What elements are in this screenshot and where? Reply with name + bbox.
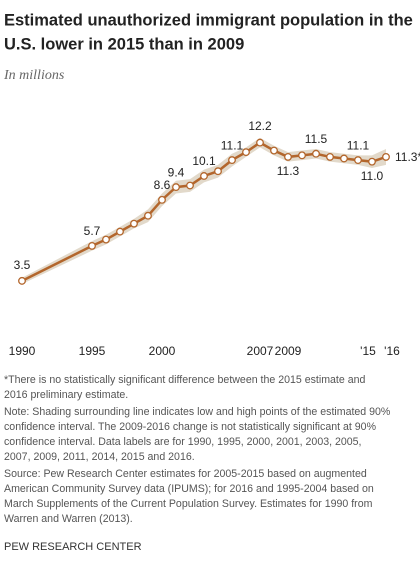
note: 2007, 2009, 2011, 2014, 2015 and 2016. bbox=[4, 451, 195, 463]
credit: PEW RESEARCH CENTER bbox=[4, 541, 142, 553]
point bbox=[130, 219, 138, 228]
data-label: 11.1 bbox=[221, 138, 244, 152]
point bbox=[242, 148, 250, 157]
point bbox=[88, 241, 96, 250]
point bbox=[158, 195, 166, 204]
note: *There is no statistically significant d… bbox=[4, 374, 365, 386]
point bbox=[354, 156, 362, 165]
point bbox=[116, 227, 124, 236]
point bbox=[368, 157, 376, 166]
point bbox=[186, 181, 194, 190]
chart-title: U.S. lower in 2015 than in 2009 bbox=[4, 35, 244, 53]
x-tick-label: 2009 bbox=[275, 344, 302, 358]
point bbox=[256, 138, 264, 147]
point bbox=[144, 211, 152, 220]
point bbox=[340, 154, 348, 163]
point bbox=[312, 149, 320, 158]
note: Warren and Warren (2013). bbox=[4, 513, 133, 525]
point bbox=[270, 146, 278, 155]
chart-subtitle: In millions bbox=[3, 68, 65, 83]
point bbox=[298, 151, 306, 160]
note: 2016 preliminary estimate. bbox=[4, 389, 128, 401]
point bbox=[200, 172, 208, 180]
x-tick-label: 2007 bbox=[247, 344, 274, 358]
data-label: 9.4 bbox=[168, 165, 185, 179]
point bbox=[382, 152, 390, 161]
point bbox=[18, 276, 26, 285]
data-label: 11.3 bbox=[277, 164, 300, 178]
x-tick-label: '16 bbox=[384, 344, 400, 358]
point bbox=[172, 183, 180, 192]
x-tick-label: 1995 bbox=[79, 344, 106, 358]
data-label: 8.6 bbox=[154, 178, 171, 192]
data-label: 11.0 bbox=[361, 169, 384, 183]
point bbox=[284, 152, 292, 161]
point bbox=[326, 152, 334, 161]
note: confidence interval. Data labels are for… bbox=[4, 436, 362, 448]
point bbox=[228, 156, 236, 165]
point bbox=[102, 235, 110, 244]
point bbox=[214, 167, 222, 176]
data-label: 11.5 bbox=[305, 132, 328, 146]
note: March Supplements of the Current Populat… bbox=[4, 498, 373, 510]
x-tick-label: 2000 bbox=[149, 344, 176, 358]
data-label: 11.1 bbox=[347, 138, 370, 152]
data-label: 5.7 bbox=[84, 224, 101, 238]
data-label: 10.1 bbox=[192, 154, 216, 168]
note: Source: Pew Research Center estimates fo… bbox=[4, 468, 367, 480]
x-tick-label: 1990 bbox=[9, 344, 36, 358]
note: Note: Shading surrounding line indicates… bbox=[4, 406, 391, 418]
chart-title: Estimated unauthorized immigrant populat… bbox=[4, 11, 413, 29]
data-label: 12.2 bbox=[248, 119, 272, 133]
x-tick-label: '15 bbox=[360, 344, 376, 358]
data-label: 11.3* bbox=[395, 150, 420, 164]
data-label: 3.5 bbox=[14, 258, 31, 272]
note: American Community Survey data (IPUMS); … bbox=[4, 483, 374, 495]
note: confidence interval. The 2009-2016 chang… bbox=[4, 421, 377, 433]
